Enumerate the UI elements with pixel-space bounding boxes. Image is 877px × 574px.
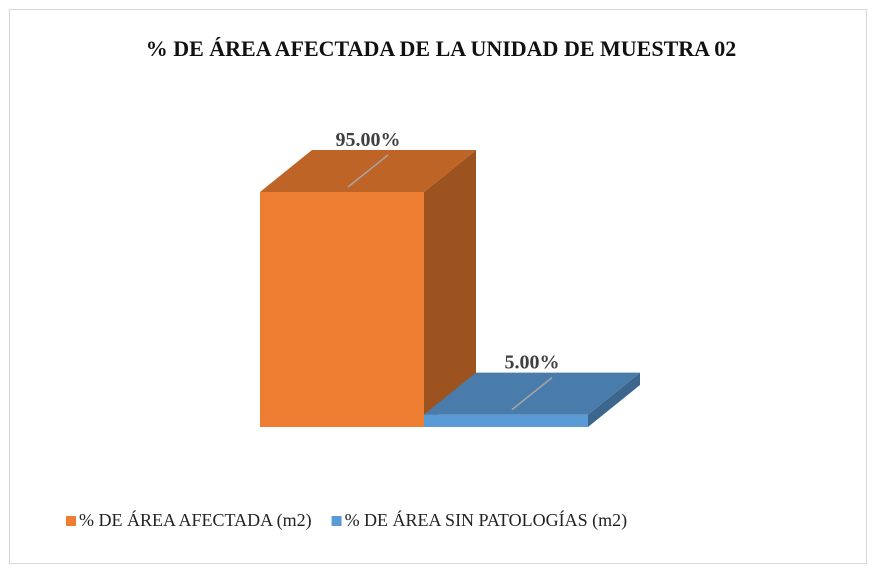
bar [260,192,424,427]
legend-label: % DE ÁREA AFECTADA (m2) [79,509,312,531]
leader-line [347,154,389,188]
leader-line [511,377,553,411]
data-label: 5.00% [505,352,560,374]
data-label: 95.00% [336,129,401,151]
chart-title: % DE ÁREA AFECTADA DE LA UNIDAD DE MUEST… [145,36,737,61]
legend-swatch [66,516,76,526]
bar-side [424,150,476,427]
bar-side [588,372,640,427]
legend-swatch [331,516,342,526]
legend-label: % DE ÁREA SIN PATOLOGÍAS (m2) [345,509,628,531]
chart-frame [9,9,867,564]
bar [424,414,588,427]
